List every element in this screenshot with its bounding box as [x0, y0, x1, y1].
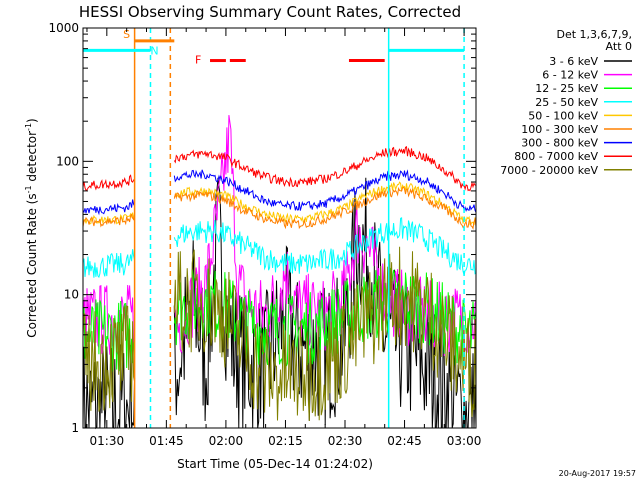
footer-timestamp: 20-Aug-2017 19:57: [559, 469, 636, 478]
legend-label-3: 12 - 25 keV: [535, 82, 598, 95]
legend-label-8: 800 - 7000 keV: [514, 150, 598, 163]
y-axis-label-text: Corrected Count Rate (s-1 detector-1): [24, 118, 39, 337]
y-tick-label-100: 100: [56, 154, 79, 168]
series-line-9-part-1: [82, 305, 136, 412]
flag-label-f: F: [195, 54, 201, 67]
legend-label-7: 300 - 800 keV: [521, 137, 598, 150]
x-tick-label-0200: 02:00: [209, 434, 244, 448]
legend-label-2: 6 - 12 keV: [542, 69, 598, 82]
axes: 1 10 100 1000 01:30 01:45 02:00 02:15 02:30 02:45…: [48, 21, 481, 448]
series-line-7-part-2: [173, 169, 477, 213]
series-line-4-part-2: [173, 217, 477, 276]
x-tick-label-0245: 02:45: [387, 434, 422, 448]
x-tick-label-0145: 01:45: [149, 434, 184, 448]
y-axis-label-part3: ): [25, 118, 39, 123]
y-axis-label: Corrected Count Rate (s-1 detector-1): [24, 118, 39, 337]
series-line-6-part-1: [82, 213, 136, 228]
legend-label-9: 7000 - 20000 keV: [500, 164, 598, 177]
legend-label-6: 100 - 300 keV: [521, 123, 598, 136]
legend-title-1: Det 1,3,6,7,9,: [556, 28, 632, 41]
y-axis-label-sup1: -1: [24, 185, 33, 193]
series-line-8-part-2: [173, 146, 477, 192]
y-tick-label-1000: 1000: [48, 21, 79, 35]
y-tick-label-10: 10: [64, 288, 79, 302]
legend-label-4: 25 - 50 keV: [535, 96, 598, 109]
chart-title: HESSI Observing Summary Count Rates, Cor…: [79, 3, 461, 21]
y-axis-label-sup2: -1: [24, 123, 33, 131]
series-line-6-part-2: [173, 186, 477, 230]
x-tick-label-0230: 02:30: [328, 434, 363, 448]
flag-label-s: S: [123, 28, 130, 41]
plot-frame: [82, 27, 477, 429]
series-line-2-part-2: [173, 115, 477, 357]
flag-label-n: N: [150, 44, 158, 57]
y-axis-label-part1: Corrected Count Rate (s: [25, 193, 39, 337]
y-axis-label-part2: detector: [25, 131, 39, 186]
x-axis-label: Start Time (05-Dec-14 01:24:02): [177, 457, 373, 471]
series-line-9-part-2: [173, 246, 477, 422]
legend-title-2: Att 0: [606, 40, 632, 53]
legend-label-1: 3 - 6 keV: [549, 55, 598, 68]
x-tick-label-0215: 02:15: [268, 434, 303, 448]
series-line-8-part-1: [82, 174, 135, 191]
x-tick-label-0300: 03:00: [447, 434, 482, 448]
x-tick-label-0130: 01:30: [90, 434, 125, 448]
series-line-4-part-1: [82, 249, 136, 279]
series-line-7-part-1: [82, 199, 136, 216]
y-tick-label-1: 1: [71, 421, 79, 435]
legend-label-5: 50 - 100 keV: [528, 109, 598, 122]
